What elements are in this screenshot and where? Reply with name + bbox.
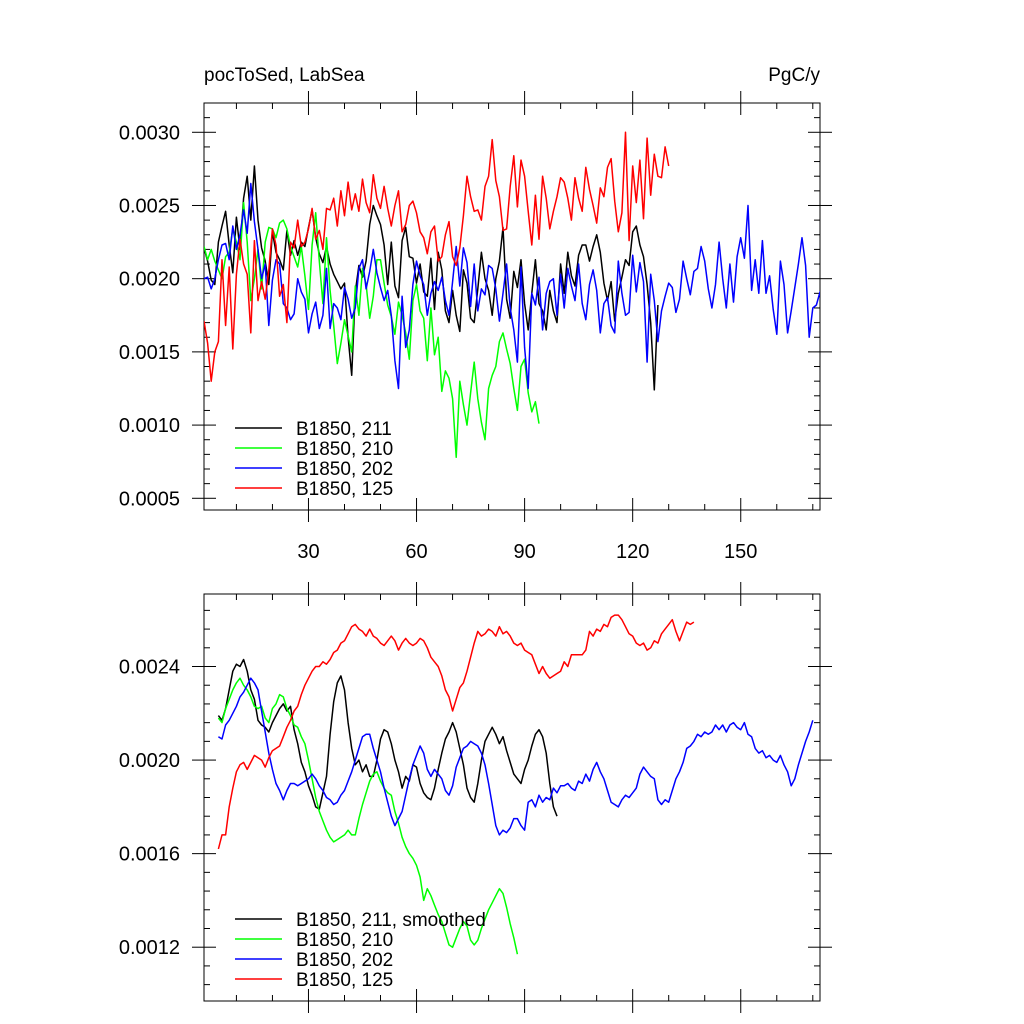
y-tick-label: 0.0025 bbox=[119, 195, 180, 217]
legend-label: B1850, 202 bbox=[296, 950, 393, 971]
series-line-3 bbox=[204, 131, 670, 382]
y-tick-label: 0.0030 bbox=[119, 122, 180, 144]
series-line-2 bbox=[217, 677, 814, 836]
legend-label: B1850, 210 bbox=[296, 439, 393, 460]
legend-label: B1850, 211 bbox=[296, 419, 392, 440]
units-label: PgC/y bbox=[768, 65, 820, 86]
y-tick-label: 0.0020 bbox=[119, 750, 180, 772]
x-tick-label: 90 bbox=[513, 541, 535, 563]
y-tick-label: 0.0010 bbox=[119, 415, 180, 437]
series-line-0 bbox=[217, 658, 558, 817]
legend-label: B1850, 211, smoothed bbox=[296, 910, 486, 931]
legend-label: B1850, 210 bbox=[296, 930, 393, 951]
plot-frame bbox=[203, 102, 821, 511]
x-tick-label: 150 bbox=[724, 541, 757, 563]
y-tick-label: 0.0020 bbox=[119, 269, 180, 291]
legend-label: B1850, 125 bbox=[296, 970, 393, 991]
series-line-2 bbox=[204, 182, 820, 390]
x-tick-label: 60 bbox=[405, 541, 427, 563]
legend-label: B1850, 202 bbox=[296, 459, 393, 480]
y-tick-label: 0.0015 bbox=[119, 342, 180, 364]
series-line-0 bbox=[204, 165, 659, 391]
y-tick-label: 0.0024 bbox=[119, 657, 180, 679]
y-tick-label: 0.0016 bbox=[119, 844, 180, 866]
legend-label: B1850, 125 bbox=[296, 479, 393, 500]
series-line-1 bbox=[217, 677, 519, 955]
x-tick-label: 30 bbox=[297, 541, 319, 563]
chart-title: pocToSed, LabSea bbox=[204, 65, 365, 86]
y-tick-label: 0.0005 bbox=[119, 488, 180, 510]
panel-smoothed: 0.0012 0.0016 0.0020 0.0024 B1850, 211, smoo… bbox=[119, 582, 832, 1013]
x-tick-label: 120 bbox=[616, 541, 649, 563]
panel-raw: pocToSed, LabSea PgC/y 30 60 90 120 150 0.0005 0… bbox=[119, 65, 832, 563]
series-line-3 bbox=[217, 614, 695, 850]
y-tick-label: 0.0012 bbox=[119, 937, 180, 959]
